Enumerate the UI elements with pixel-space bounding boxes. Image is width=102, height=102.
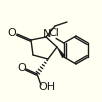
Text: Cl: Cl: [49, 28, 60, 38]
Polygon shape: [57, 47, 65, 58]
Text: O: O: [8, 28, 16, 38]
Text: N: N: [43, 29, 51, 39]
Text: OH: OH: [38, 82, 56, 92]
Text: O: O: [18, 63, 26, 73]
